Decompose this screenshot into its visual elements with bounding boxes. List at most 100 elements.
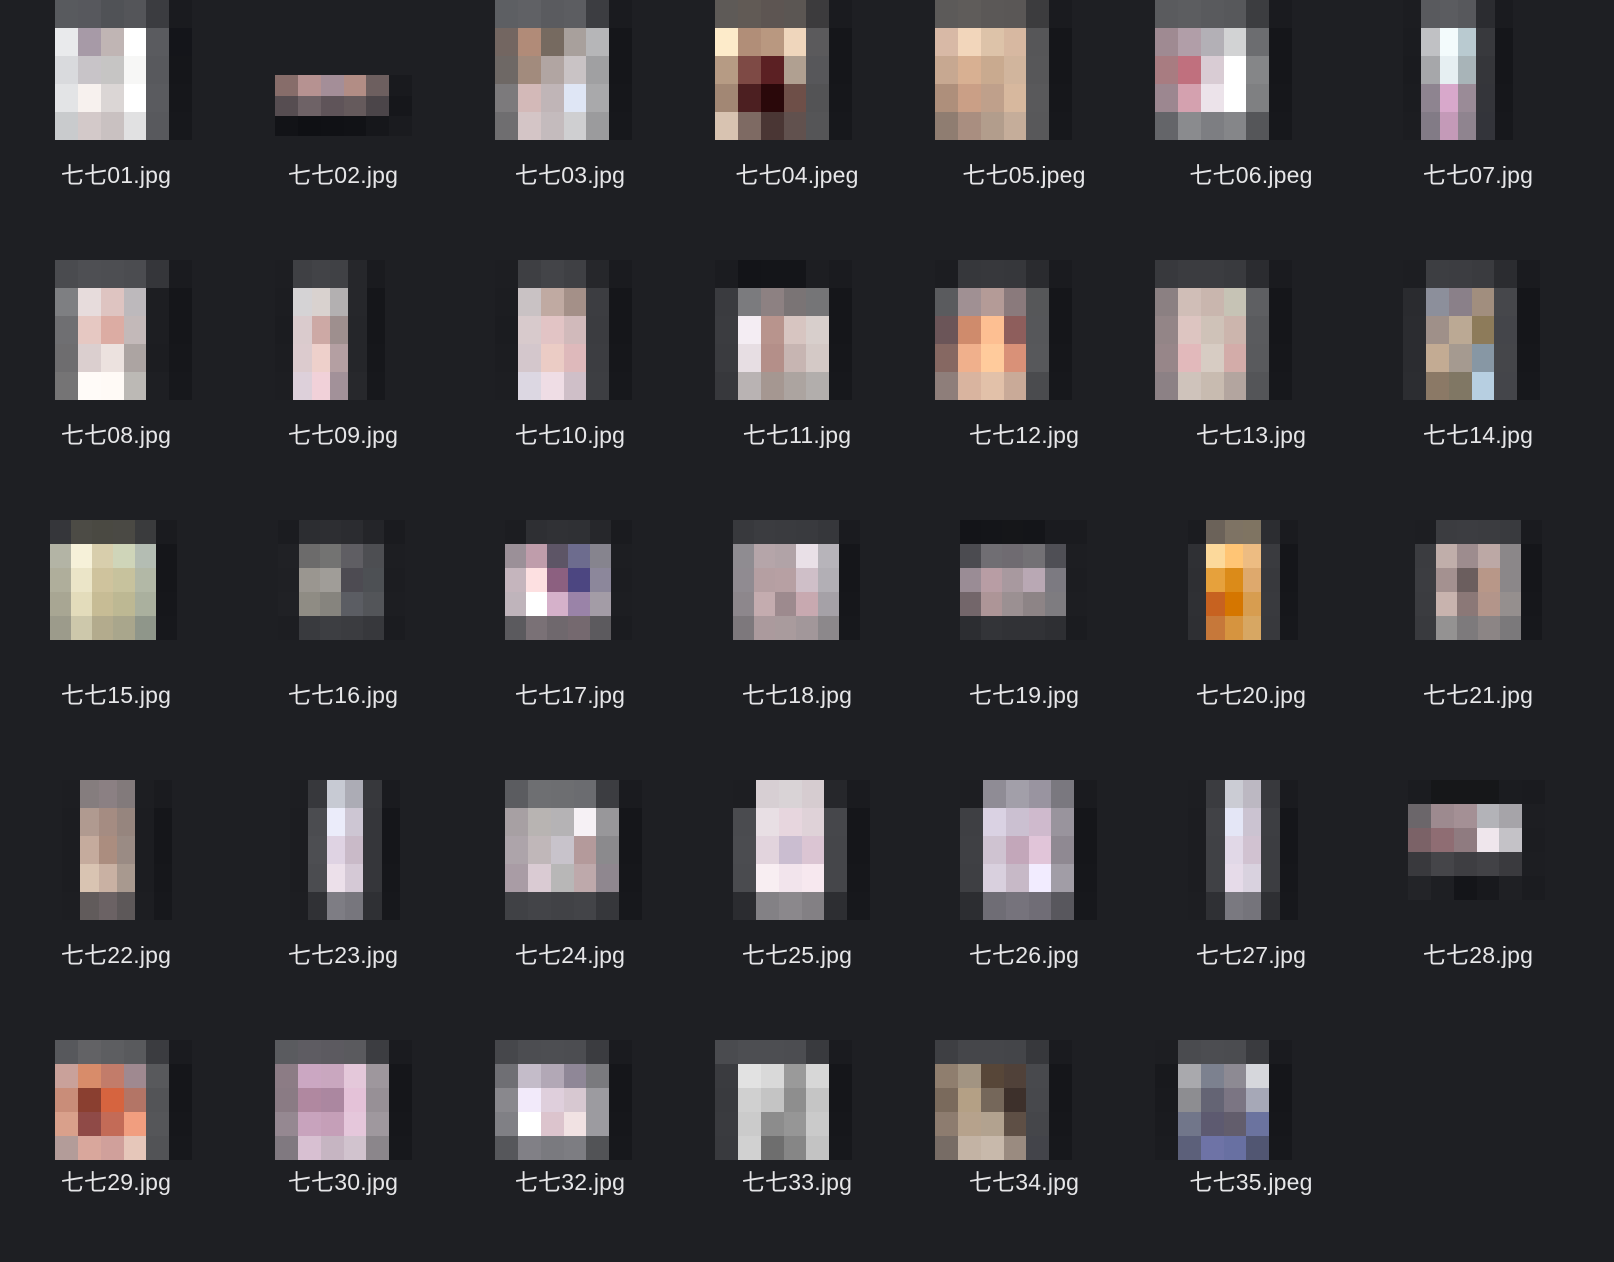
- file-name-label[interactable]: 七七27.jpg: [1195, 942, 1307, 968]
- image-thumbnail-icon[interactable]: [908, 1040, 1140, 1194]
- file-name-label[interactable]: 七七25.jpg: [741, 942, 853, 968]
- file-name-label[interactable]: 七七24.jpg: [514, 942, 626, 968]
- image-thumbnail-icon[interactable]: [908, 260, 1140, 414]
- file-item[interactable]: 七七02.jpg: [227, 0, 459, 200]
- image-thumbnail-icon[interactable]: [681, 260, 913, 414]
- file-name-label[interactable]: 七七03.jpg: [514, 162, 626, 188]
- file-name-label[interactable]: 七七07.jpg: [1422, 162, 1534, 188]
- file-name-label[interactable]: 七七30.jpg: [287, 1169, 399, 1195]
- image-thumbnail-icon[interactable]: [454, 260, 686, 414]
- file-item[interactable]: 七七03.jpg: [454, 0, 686, 200]
- image-thumbnail-icon[interactable]: [227, 0, 459, 154]
- file-item[interactable]: 七七20.jpg: [1135, 520, 1367, 720]
- file-item[interactable]: 七七09.jpg: [227, 260, 459, 460]
- image-thumbnail-icon[interactable]: [908, 0, 1140, 154]
- file-item[interactable]: 七七13.jpg: [1135, 260, 1367, 460]
- file-item[interactable]: 七七11.jpg: [681, 260, 913, 460]
- image-thumbnail-icon[interactable]: [454, 0, 686, 154]
- file-item[interactable]: 七七14.jpg: [1362, 260, 1594, 460]
- image-thumbnail-icon[interactable]: [454, 520, 686, 674]
- image-thumbnail-icon[interactable]: [1135, 780, 1367, 934]
- file-item[interactable]: 七七30.jpg: [227, 1040, 459, 1240]
- file-item[interactable]: 七七01.jpg: [0, 0, 232, 200]
- file-name-label[interactable]: 七七17.jpg: [514, 682, 626, 708]
- image-thumbnail-icon[interactable]: [1362, 520, 1594, 674]
- file-name-label[interactable]: 七七10.jpg: [514, 422, 626, 448]
- file-item[interactable]: 七七16.jpg: [227, 520, 459, 720]
- file-name-label[interactable]: 七七32.jpg: [514, 1169, 626, 1195]
- image-thumbnail-icon[interactable]: [454, 1040, 686, 1194]
- image-thumbnail-icon[interactable]: [0, 520, 232, 674]
- image-thumbnail-icon[interactable]: [1135, 260, 1367, 414]
- file-item[interactable]: 七七05.jpeg: [908, 0, 1140, 200]
- image-thumbnail-icon[interactable]: [227, 780, 459, 934]
- file-item[interactable]: 七七07.jpg: [1362, 0, 1594, 200]
- file-item[interactable]: 七七23.jpg: [227, 780, 459, 980]
- file-name-label[interactable]: 七七04.jpeg: [735, 162, 859, 188]
- file-name-label[interactable]: 七七28.jpg: [1422, 942, 1534, 968]
- image-thumbnail-icon[interactable]: [908, 520, 1140, 674]
- image-thumbnail-icon[interactable]: [1135, 520, 1367, 674]
- file-item[interactable]: 七七35.jpeg: [1135, 1040, 1367, 1240]
- image-thumbnail-icon[interactable]: [681, 1040, 913, 1194]
- file-name-label[interactable]: 七七01.jpg: [60, 162, 172, 188]
- image-thumbnail-icon[interactable]: [0, 780, 232, 934]
- file-item[interactable]: 七七15.jpg: [0, 520, 232, 720]
- file-name-label[interactable]: 七七29.jpg: [60, 1169, 172, 1195]
- file-item[interactable]: 七七33.jpg: [681, 1040, 913, 1240]
- image-thumbnail-icon[interactable]: [454, 780, 686, 934]
- file-item[interactable]: 七七27.jpg: [1135, 780, 1367, 980]
- file-name-label[interactable]: 七七15.jpg: [60, 682, 172, 708]
- file-item[interactable]: 七七29.jpg: [0, 1040, 232, 1240]
- file-name-label[interactable]: 七七06.jpeg: [1189, 162, 1313, 188]
- image-thumbnail-icon[interactable]: [227, 520, 459, 674]
- file-name-label[interactable]: 七七16.jpg: [287, 682, 399, 708]
- file-item[interactable]: 七七22.jpg: [0, 780, 232, 980]
- file-name-label[interactable]: 七七33.jpg: [741, 1169, 853, 1195]
- image-thumbnail-icon[interactable]: [227, 260, 459, 414]
- image-thumbnail-icon[interactable]: [1362, 780, 1594, 934]
- file-item[interactable]: 七七21.jpg: [1362, 520, 1594, 720]
- file-name-label[interactable]: 七七35.jpeg: [1189, 1169, 1313, 1195]
- file-item[interactable]: 七七34.jpg: [908, 1040, 1140, 1240]
- file-name-label[interactable]: 七七14.jpg: [1422, 422, 1534, 448]
- file-name-label[interactable]: 七七23.jpg: [287, 942, 399, 968]
- image-thumbnail-icon[interactable]: [1362, 260, 1594, 414]
- image-thumbnail-icon[interactable]: [0, 1040, 232, 1194]
- image-thumbnail-icon[interactable]: [681, 780, 913, 934]
- file-name-label[interactable]: 七七05.jpeg: [962, 162, 1086, 188]
- image-thumbnail-icon[interactable]: [0, 0, 232, 154]
- file-item[interactable]: 七七26.jpg: [908, 780, 1140, 980]
- file-name-label[interactable]: 七七26.jpg: [968, 942, 1080, 968]
- file-name-label[interactable]: 七七22.jpg: [60, 942, 172, 968]
- image-thumbnail-icon[interactable]: [1135, 0, 1367, 154]
- file-name-label[interactable]: 七七08.jpg: [60, 422, 172, 448]
- file-item[interactable]: 七七19.jpg: [908, 520, 1140, 720]
- file-name-label[interactable]: 七七13.jpg: [1195, 422, 1307, 448]
- file-item[interactable]: 七七04.jpeg: [681, 0, 913, 200]
- file-name-label[interactable]: 七七18.jpg: [741, 682, 853, 708]
- file-item[interactable]: 七七32.jpg: [454, 1040, 686, 1240]
- image-thumbnail-icon[interactable]: [227, 1040, 459, 1194]
- file-item[interactable]: 七七08.jpg: [0, 260, 232, 460]
- file-item[interactable]: 七七18.jpg: [681, 520, 913, 720]
- file-name-label[interactable]: 七七11.jpg: [742, 422, 852, 448]
- file-item[interactable]: 七七24.jpg: [454, 780, 686, 980]
- image-thumbnail-icon[interactable]: [0, 260, 232, 414]
- file-name-label[interactable]: 七七02.jpg: [287, 162, 399, 188]
- file-item[interactable]: 七七17.jpg: [454, 520, 686, 720]
- file-item[interactable]: 七七25.jpg: [681, 780, 913, 980]
- file-item[interactable]: 七七12.jpg: [908, 260, 1140, 460]
- image-thumbnail-icon[interactable]: [681, 520, 913, 674]
- file-name-label[interactable]: 七七19.jpg: [968, 682, 1080, 708]
- file-name-label[interactable]: 七七20.jpg: [1195, 682, 1307, 708]
- image-thumbnail-icon[interactable]: [681, 0, 913, 154]
- image-thumbnail-icon[interactable]: [1135, 1040, 1367, 1194]
- file-item[interactable]: 七七06.jpeg: [1135, 0, 1367, 200]
- file-item[interactable]: 七七10.jpg: [454, 260, 686, 460]
- image-thumbnail-icon[interactable]: [908, 780, 1140, 934]
- file-name-label[interactable]: 七七21.jpg: [1422, 682, 1534, 708]
- file-item[interactable]: 七七28.jpg: [1362, 780, 1594, 980]
- file-name-label[interactable]: 七七12.jpg: [968, 422, 1080, 448]
- image-thumbnail-icon[interactable]: [1362, 0, 1594, 154]
